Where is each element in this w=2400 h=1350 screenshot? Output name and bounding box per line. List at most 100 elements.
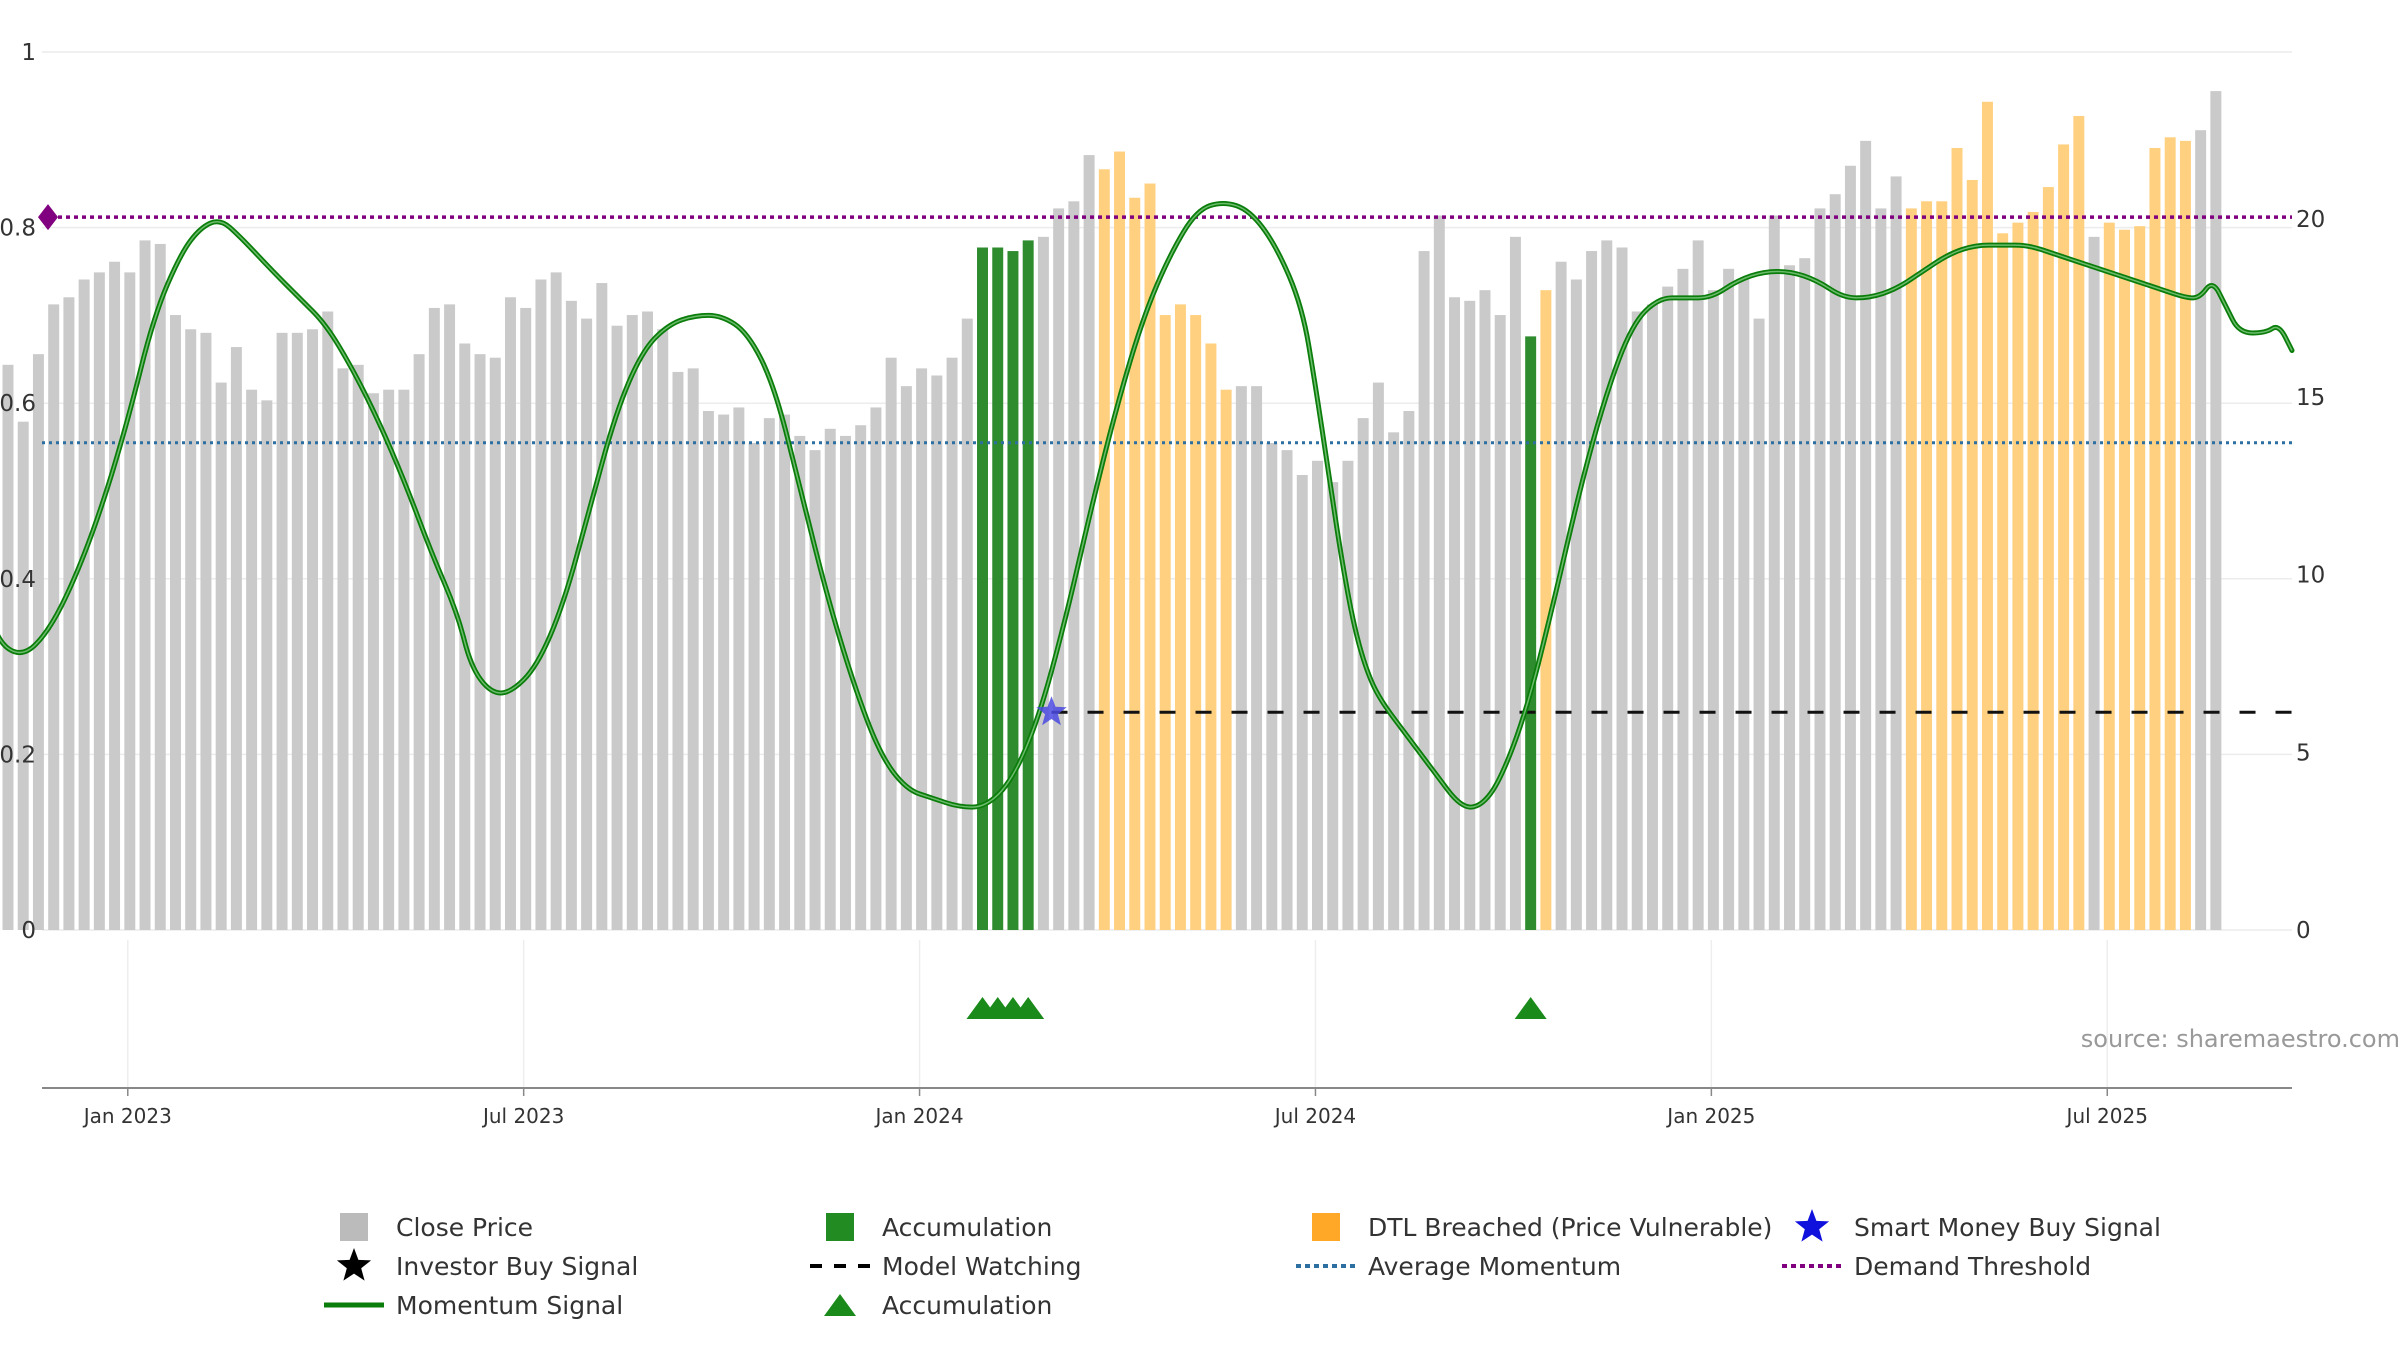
right-tick-label: 5 — [2296, 740, 2311, 766]
right-tick-label: 10 — [2296, 563, 2325, 589]
close-price-bar — [702, 411, 714, 930]
close-price-bar — [444, 304, 456, 930]
close-price-bar — [1692, 240, 1704, 931]
close-price-bar — [520, 307, 532, 931]
right-tick-label: 15 — [2296, 385, 2325, 411]
close-price-bar — [596, 283, 608, 931]
close-price-bar — [900, 386, 912, 930]
close-price-bar — [1586, 251, 1598, 930]
dtl-breached-bar — [1114, 151, 1126, 930]
close-price-bar — [367, 393, 379, 930]
price-bars — [2, 91, 2222, 931]
accumulation-bar — [977, 247, 988, 930]
left-tick-label: 0.4 — [0, 567, 36, 593]
close-price-bar — [1312, 460, 1323, 930]
close-price-bar — [1723, 268, 1735, 931]
dtl-breached-bar — [1098, 169, 1110, 930]
momentum-signal — [0, 200, 2295, 810]
gray-square-icon — [340, 1213, 368, 1241]
close-price-bar — [1844, 165, 1856, 930]
close-price-bar — [246, 389, 258, 930]
close-price-bar — [581, 318, 593, 930]
x-tick-label: Jan 2023 — [82, 1104, 172, 1128]
close-price-bar — [1631, 311, 1643, 930]
close-price-bar — [1372, 382, 1384, 930]
close-price-bar — [2195, 130, 2207, 931]
blue-star-icon — [1794, 1209, 1830, 1242]
close-price-bar — [1037, 236, 1049, 930]
legend-item: Momentum Signal — [324, 1291, 623, 1320]
close-price-bar — [931, 375, 943, 930]
dtl-breached-bar — [2058, 144, 2070, 931]
close-price-bar — [824, 428, 836, 930]
legend-item: Smart Money Buy Signal — [1794, 1209, 2161, 1242]
close-price-bar — [322, 311, 334, 930]
dtl-breached-bar — [1205, 343, 1217, 930]
dtl-breached-bar — [2103, 222, 2115, 930]
close-price-bar — [1388, 432, 1400, 930]
close-price-bar — [276, 332, 288, 930]
legend-item: Model Watching — [810, 1252, 1082, 1281]
legend-label: Model Watching — [882, 1252, 1082, 1281]
legend-label: Average Momentum — [1368, 1252, 1621, 1281]
close-price-bar — [307, 329, 319, 930]
close-price-bar — [1327, 482, 1339, 930]
left-tick-label: 0 — [21, 918, 36, 944]
legend: Close Price Accumulation DTL Breached (Pri… — [324, 1209, 2161, 1320]
close-price-bar — [1357, 418, 1369, 930]
accumulation-bar — [1525, 336, 1537, 931]
demand-threshold-marker — [38, 204, 58, 231]
close-price-bar — [2088, 236, 2100, 930]
close-price-bar — [1464, 300, 1476, 930]
close-price-bar — [1662, 286, 1674, 930]
close-price-bar — [687, 368, 699, 930]
close-price-bar — [337, 368, 349, 930]
close-price-bar — [550, 272, 562, 930]
x-tick-label: Jan 2024 — [874, 1104, 964, 1128]
close-price-bar — [1053, 208, 1065, 931]
close-price-bar — [504, 297, 516, 930]
close-price-bar — [1570, 279, 1582, 930]
close-price-bar — [215, 382, 227, 930]
close-price-bar — [139, 240, 151, 931]
legend-item: Close Price — [340, 1213, 533, 1242]
close-price-bar — [946, 357, 958, 930]
close-price-bar — [489, 357, 501, 930]
right-tick-label: 0 — [2296, 918, 2311, 944]
close-price-bar — [428, 307, 440, 931]
close-price-bar — [1784, 265, 1796, 930]
close-price-bar — [1083, 155, 1095, 930]
reference-lines — [38, 204, 2292, 714]
close-price-bar — [1281, 450, 1293, 930]
dtl-breached-bar — [1540, 290, 1552, 930]
close-price-bar — [109, 261, 121, 930]
dtl-breached-bar — [2149, 147, 2161, 930]
orange-square-icon — [1312, 1213, 1340, 1241]
legend-label: Investor Buy Signal — [396, 1252, 638, 1281]
close-price-bar — [1068, 201, 1080, 931]
dtl-breached-bar — [1936, 201, 1948, 931]
x-tick-label: Jul 2025 — [2065, 1104, 2148, 1128]
close-price-bar — [1677, 268, 1689, 931]
close-price-bar — [657, 329, 669, 930]
close-price-bar — [1860, 140, 1872, 930]
close-price-bar — [1646, 304, 1658, 930]
close-price-bar — [626, 315, 638, 930]
close-price-bar — [1296, 475, 1308, 930]
close-price-bar — [200, 332, 212, 930]
close-price-bar — [230, 347, 242, 930]
dtl-breached-bar — [2027, 211, 2039, 930]
close-price-bar — [916, 368, 928, 930]
close-price-bar — [1266, 443, 1278, 930]
dtl-breached-bar — [2073, 115, 2085, 930]
close-price-bar — [291, 332, 303, 930]
dtl-breached-bar — [1190, 315, 1202, 930]
close-price-bar — [1251, 386, 1263, 930]
close-price-bar — [261, 400, 273, 930]
signal-markers — [966, 696, 1547, 1019]
close-price-bar — [961, 318, 973, 930]
close-price-bar — [124, 272, 136, 930]
close-price-bar — [885, 357, 897, 930]
